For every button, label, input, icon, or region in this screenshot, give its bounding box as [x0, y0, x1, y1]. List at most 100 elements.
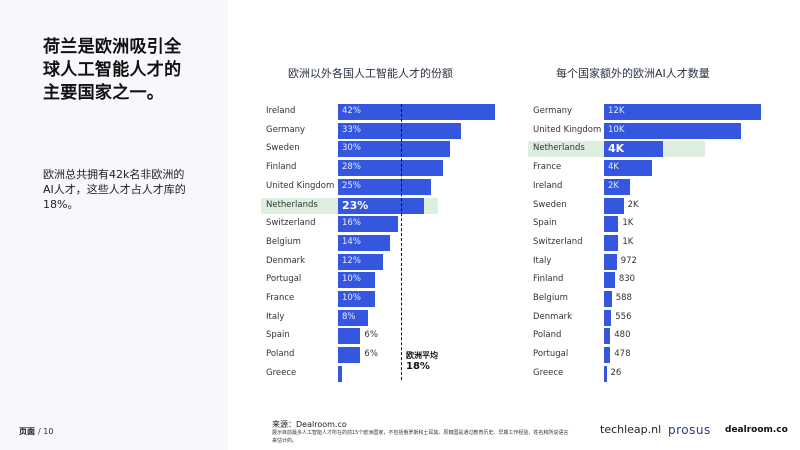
chart-row: Denmark 556 — [525, 309, 775, 326]
average-value: 18% — [406, 361, 430, 372]
value-label: 6% — [364, 349, 378, 360]
chart-row: Italy 8% — [258, 309, 508, 326]
chart-row: Belgium 14% — [258, 234, 508, 251]
page-label: 页面 — [19, 427, 35, 436]
category-label: France — [266, 293, 295, 303]
bar — [338, 141, 451, 158]
value-label: 830 — [618, 274, 636, 285]
value-label: 10% — [342, 293, 361, 303]
bar — [338, 104, 495, 120]
bar — [604, 272, 615, 289]
chart-row: Ireland 2K — [525, 178, 775, 195]
chart-row: Germany 12K — [525, 104, 775, 120]
bar — [338, 365, 342, 382]
bar — [604, 216, 619, 233]
value-label: 478 — [614, 349, 631, 360]
value-label: 10% — [342, 274, 361, 285]
bar — [604, 253, 617, 270]
bar — [604, 309, 612, 326]
page-indicator: 页面/ 10 — [19, 426, 53, 437]
category-label: Finland — [266, 162, 297, 173]
category-label: Sweden — [266, 143, 300, 154]
category-label: Finland — [533, 274, 564, 285]
chart-left-title: 欧洲以外各国人工智能人才的份额 — [288, 67, 453, 80]
bar — [338, 122, 462, 139]
chart-row: Netherlands 23% — [258, 197, 508, 214]
footnote: 展示目前最多人工智能人才所在的前15个欧洲国家，不包括俄罗斯和土耳其。原籍国是通… — [272, 430, 569, 444]
category-label: Netherlands — [266, 199, 318, 210]
chart-row: Finland 28% — [258, 160, 508, 177]
chart-row: Italy 972 — [525, 253, 775, 270]
bar — [338, 253, 383, 270]
category-label: Denmark — [266, 255, 306, 266]
chart-row: Ireland 42% — [258, 104, 508, 120]
chart-row: United Kingdom 25% — [258, 178, 508, 195]
bar — [338, 272, 376, 289]
bar — [338, 160, 443, 177]
category-label: Portugal — [266, 274, 302, 285]
chart-row: Switzerland 16% — [258, 216, 508, 233]
value-label: 2K — [608, 180, 619, 191]
chart-row: Portugal 10% — [258, 272, 508, 289]
value-label: 588 — [615, 293, 632, 303]
source: 来源：Dealroom.co — [272, 420, 347, 429]
value-label: 8% — [342, 311, 356, 322]
chart-row: France 10% — [258, 291, 508, 307]
category-label: Poland — [266, 349, 295, 360]
share-chart: Ireland 42% Germany 33% Sweden 30% Finland 28% U… — [258, 104, 508, 384]
bar — [338, 309, 368, 326]
category-label: Germany — [266, 124, 306, 135]
average-label: 欧洲平均 18% — [406, 350, 438, 372]
bar — [604, 122, 742, 139]
chart-row: Greece 26 — [525, 365, 775, 382]
bar — [604, 104, 761, 120]
category-label: Ireland — [533, 180, 563, 191]
value-label: 23% — [342, 198, 369, 212]
chart-right-title: 每个国家额外的欧洲AI人才数量 — [556, 67, 710, 80]
category-label: Italy — [533, 255, 552, 266]
category-label: Germany — [533, 106, 573, 116]
category-label: France — [533, 162, 562, 173]
dealroom-logo: dealroom.co — [725, 425, 788, 435]
bar — [338, 328, 361, 345]
bar — [604, 328, 611, 345]
chart-row: Netherlands 4K — [525, 141, 775, 158]
bar — [604, 234, 619, 251]
category-label: Switzerland — [533, 236, 583, 247]
value-label: 16% — [342, 218, 361, 229]
bar — [338, 197, 424, 214]
category-label: Sweden — [533, 199, 567, 210]
chart-row: Sweden 2K — [525, 197, 775, 214]
chart-row: Switzerland 1K — [525, 234, 775, 251]
average-label-text: 欧洲平均 — [406, 351, 438, 360]
count-chart: Germany 12K United Kingdom 10K Netherlands 4K… — [525, 104, 775, 384]
bar — [604, 178, 631, 195]
chart-row: Poland 6% — [258, 347, 508, 364]
category-label: Portugal — [533, 349, 569, 360]
average-line — [401, 104, 402, 380]
value-label: 972 — [620, 255, 637, 266]
chart-row: Spain 6% — [258, 328, 508, 345]
chart-row: Germany 33% — [258, 122, 508, 139]
category-label: Belgium — [533, 293, 568, 303]
bar — [604, 291, 612, 307]
chart-row: Poland 480 — [525, 328, 775, 345]
chart-row: United Kingdom 10K — [525, 122, 775, 139]
bar — [338, 216, 398, 233]
category-label: United Kingdom — [266, 180, 335, 191]
page-number: / 10 — [38, 427, 54, 436]
value-label: 14% — [342, 236, 361, 247]
value-label: 1K — [622, 236, 634, 247]
value-label: 12K — [608, 106, 625, 116]
value-label: 480 — [614, 330, 631, 341]
value-label: 556 — [615, 311, 632, 322]
category-label: Greece — [266, 367, 297, 378]
bar — [338, 178, 432, 195]
value-label: 28% — [342, 162, 361, 173]
chart-row: Sweden 30% — [258, 141, 508, 158]
category-label: Poland — [533, 330, 562, 341]
chart-row: Denmark 12% — [258, 253, 508, 270]
category-label: Spain — [533, 218, 557, 229]
category-label: Denmark — [533, 311, 573, 322]
chart-row: Belgium 588 — [525, 291, 775, 307]
